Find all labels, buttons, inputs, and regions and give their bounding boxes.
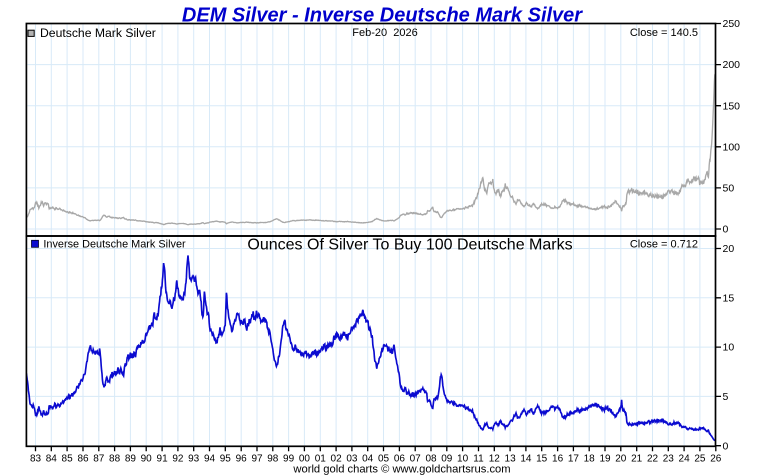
svg-text:85: 85 xyxy=(62,453,74,464)
svg-text:83: 83 xyxy=(30,453,42,464)
svg-text:23: 23 xyxy=(663,453,675,464)
svg-text:150: 150 xyxy=(723,100,741,112)
svg-text:05: 05 xyxy=(378,453,390,464)
svg-text:98: 98 xyxy=(267,453,279,464)
svg-text:88: 88 xyxy=(109,453,121,464)
svg-text:93: 93 xyxy=(188,453,200,464)
svg-text:world gold charts © www.goldch: world gold charts © www.goldchartsrus.co… xyxy=(292,463,510,475)
svg-text:91: 91 xyxy=(157,453,169,464)
svg-text:86: 86 xyxy=(77,453,89,464)
svg-text:19: 19 xyxy=(599,453,611,464)
svg-text:100: 100 xyxy=(723,141,741,153)
svg-text:15: 15 xyxy=(723,292,735,304)
svg-text:16: 16 xyxy=(552,453,564,464)
svg-text:96: 96 xyxy=(236,453,248,464)
svg-text:17: 17 xyxy=(568,453,580,464)
svg-text:01: 01 xyxy=(315,453,327,464)
svg-text:12: 12 xyxy=(489,453,501,464)
svg-text:26: 26 xyxy=(710,453,722,464)
svg-text:20: 20 xyxy=(723,243,735,255)
svg-text:Ounces Of Silver To Buy 100 De: Ounces Of Silver To Buy 100 Deutsche Mar… xyxy=(247,236,572,253)
svg-text:DEM Silver - Inverse Deutsche: DEM Silver - Inverse Deutsche Mark Silve… xyxy=(182,4,583,26)
svg-text:09: 09 xyxy=(441,453,453,464)
svg-text:25: 25 xyxy=(694,453,706,464)
svg-text:87: 87 xyxy=(93,453,105,464)
svg-text:02: 02 xyxy=(331,453,343,464)
svg-text:95: 95 xyxy=(220,453,232,464)
svg-text:04: 04 xyxy=(362,453,374,464)
svg-text:20: 20 xyxy=(615,453,627,464)
svg-text:89: 89 xyxy=(125,453,137,464)
svg-text:21: 21 xyxy=(631,453,643,464)
svg-text:90: 90 xyxy=(141,453,153,464)
svg-text:22: 22 xyxy=(647,453,659,464)
svg-text:07: 07 xyxy=(410,453,422,464)
svg-text:Close = 0.712: Close = 0.712 xyxy=(630,238,698,250)
svg-text:10: 10 xyxy=(457,453,469,464)
svg-text:06: 06 xyxy=(394,453,406,464)
svg-text:Close = 140.5: Close = 140.5 xyxy=(630,27,698,39)
svg-text:15: 15 xyxy=(536,453,548,464)
svg-text:0: 0 xyxy=(723,440,729,452)
svg-text:Deutsche Mark Silver: Deutsche Mark Silver xyxy=(40,26,156,40)
svg-text:11: 11 xyxy=(473,453,484,464)
svg-text:50: 50 xyxy=(723,183,735,195)
svg-text:00: 00 xyxy=(299,453,311,464)
svg-text:5: 5 xyxy=(723,391,729,403)
svg-text:94: 94 xyxy=(204,453,216,464)
svg-text:18: 18 xyxy=(584,453,596,464)
svg-text:84: 84 xyxy=(46,453,58,464)
svg-text:08: 08 xyxy=(425,453,437,464)
svg-text:92: 92 xyxy=(172,453,184,464)
svg-text:99: 99 xyxy=(283,453,295,464)
svg-text:10: 10 xyxy=(723,342,735,354)
svg-text:Inverse Deutsche Mark Silver: Inverse Deutsche Mark Silver xyxy=(43,238,186,250)
svg-text:14: 14 xyxy=(520,453,532,464)
svg-text:97: 97 xyxy=(251,453,263,464)
svg-text:0: 0 xyxy=(723,224,729,236)
svg-text:250: 250 xyxy=(723,18,741,30)
svg-text:03: 03 xyxy=(346,453,358,464)
svg-text:24: 24 xyxy=(679,453,691,464)
svg-text:Feb-20 2026: Feb-20 2026 xyxy=(352,27,417,39)
svg-text:200: 200 xyxy=(723,59,741,71)
svg-text:13: 13 xyxy=(505,453,517,464)
